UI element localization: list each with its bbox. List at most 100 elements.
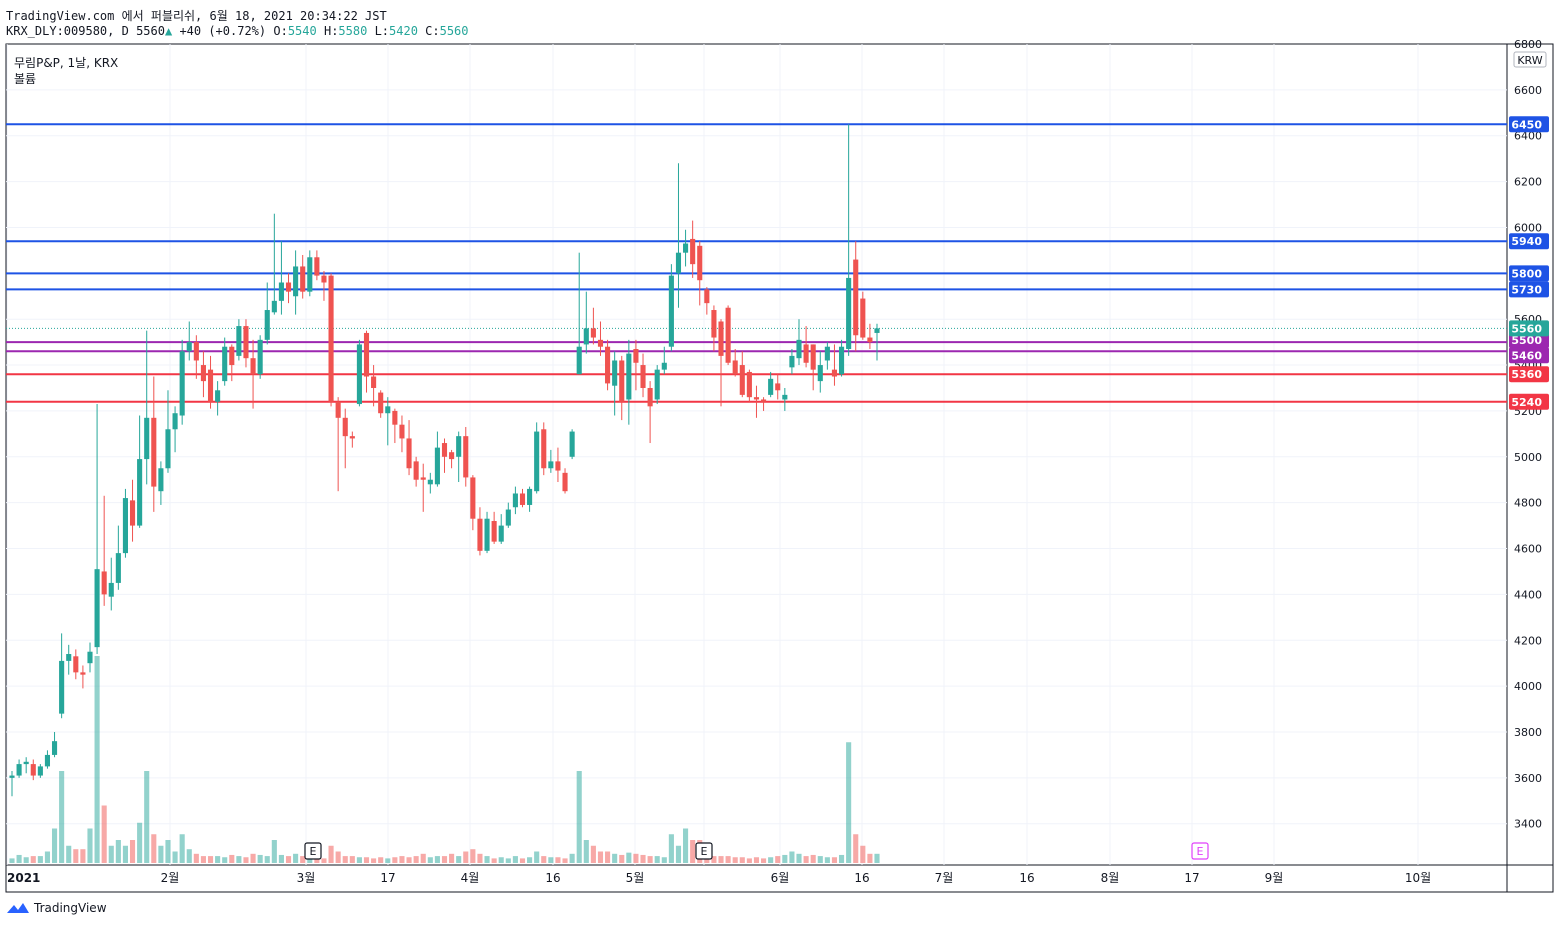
earnings-marker: [1191, 842, 1209, 860]
volume-bar: [519, 858, 526, 863]
candle-body: [66, 654, 72, 661]
high-value: 5580: [338, 24, 368, 38]
volume-bar: [129, 840, 136, 863]
candle-body: [335, 401, 341, 418]
price-axis-label: 5560: [1511, 322, 1542, 335]
earnings-marker-label: E: [310, 845, 317, 858]
brand-name: TradingView: [34, 901, 107, 915]
candle-body: [342, 417, 348, 437]
x-tick-label: 16: [545, 871, 560, 885]
volume-bar: [172, 851, 178, 863]
candle-body: [647, 387, 653, 407]
earnings-marker: [304, 842, 322, 860]
candle-body: [768, 378, 774, 395]
volume-bar: [647, 856, 653, 863]
candle-body: [505, 509, 511, 526]
candle-body: [711, 310, 717, 338]
x-tick-label: 4월: [461, 871, 480, 885]
volume-bar: [385, 858, 391, 863]
x-tick-label: 2021: [7, 871, 40, 885]
volume-bar: [87, 828, 93, 863]
volume-bar: [597, 851, 604, 863]
candle-body: [356, 344, 362, 405]
volume-bar: [654, 856, 660, 863]
volume-bar: [9, 858, 15, 863]
candle-body: [739, 365, 745, 395]
candle-body: [527, 488, 533, 505]
volume-bar: [207, 856, 214, 863]
volume-bar: [853, 834, 859, 863]
volume-bar: [101, 805, 107, 863]
volume-bar: [782, 854, 788, 863]
candle-body: [285, 282, 292, 292]
volume-bar: [243, 857, 249, 863]
currency-label: KRW: [1517, 54, 1542, 67]
candle-body: [477, 518, 483, 551]
candle-body: [406, 438, 412, 469]
candle-body: [697, 245, 703, 281]
symbol-label: KRX_DLY:009580, D: [6, 24, 129, 38]
price-axis-label: 5240: [1511, 396, 1542, 409]
candle-body: [470, 477, 476, 519]
volume-bar: [406, 857, 412, 863]
volume-bar: [555, 857, 561, 863]
candle-body: [186, 342, 192, 352]
candle-body: [633, 349, 639, 363]
candle-body: [257, 339, 263, 375]
candle-body: [87, 651, 93, 664]
x-tick-label: 3월: [297, 871, 316, 885]
candle-body: [484, 518, 490, 551]
volume-bar: [108, 845, 114, 863]
x-tick-label: 17: [380, 871, 395, 885]
y-tick-label: 4800: [1514, 497, 1542, 510]
candle-body: [434, 447, 440, 485]
price-axis-label: 5460: [1511, 349, 1542, 362]
open-label: O:: [273, 24, 288, 38]
candle-body: [491, 521, 497, 542]
volume-bar: [51, 828, 58, 863]
volume-bar: [186, 849, 192, 863]
volume-legend[interactable]: 볼륨: [14, 72, 37, 86]
earnings-marker: [695, 842, 713, 860]
candle-body: [548, 461, 554, 469]
candle-body: [796, 339, 802, 359]
footer-brand[interactable]: TradingView: [6, 901, 107, 915]
candle-body: [576, 346, 582, 375]
candle-body: [385, 406, 391, 414]
candle-body: [59, 660, 65, 714]
volume-bar: [725, 856, 731, 863]
volume-bar: [718, 856, 724, 863]
price-axis-label-bg: [1509, 281, 1549, 298]
candle-body: [654, 369, 660, 400]
candle-body: [661, 362, 667, 370]
candle-body: [775, 383, 781, 391]
candle-body: [51, 741, 58, 755]
candle-body: [108, 582, 114, 597]
volume-bar: [257, 854, 263, 863]
candle-body: [704, 289, 710, 304]
volume-bar: [285, 856, 292, 863]
candle-body: [215, 390, 221, 402]
candle-body: [626, 353, 632, 400]
volume-bar: [626, 852, 632, 863]
price-axis-label: 5730: [1511, 283, 1542, 296]
candle-body: [399, 424, 405, 439]
volume-bar: [37, 856, 43, 863]
candle-body: [725, 307, 731, 363]
candle-body: [222, 346, 228, 382]
volume-bar: [349, 856, 355, 863]
y-tick-label: 4000: [1514, 680, 1542, 693]
candle-body: [371, 376, 377, 388]
candle-body: [867, 337, 873, 343]
instrument-legend[interactable]: 무림P&P, 1날, KRX: [14, 56, 119, 70]
candle-body: [307, 257, 313, 292]
candle-body: [243, 326, 249, 359]
volume-bar: [576, 771, 582, 863]
volume-bar: [392, 857, 398, 863]
candle-body: [413, 461, 419, 480]
volume-bar: [328, 845, 334, 863]
volume-bar: [59, 771, 65, 863]
volume-bar: [66, 845, 72, 863]
volume-bar: [342, 856, 348, 863]
